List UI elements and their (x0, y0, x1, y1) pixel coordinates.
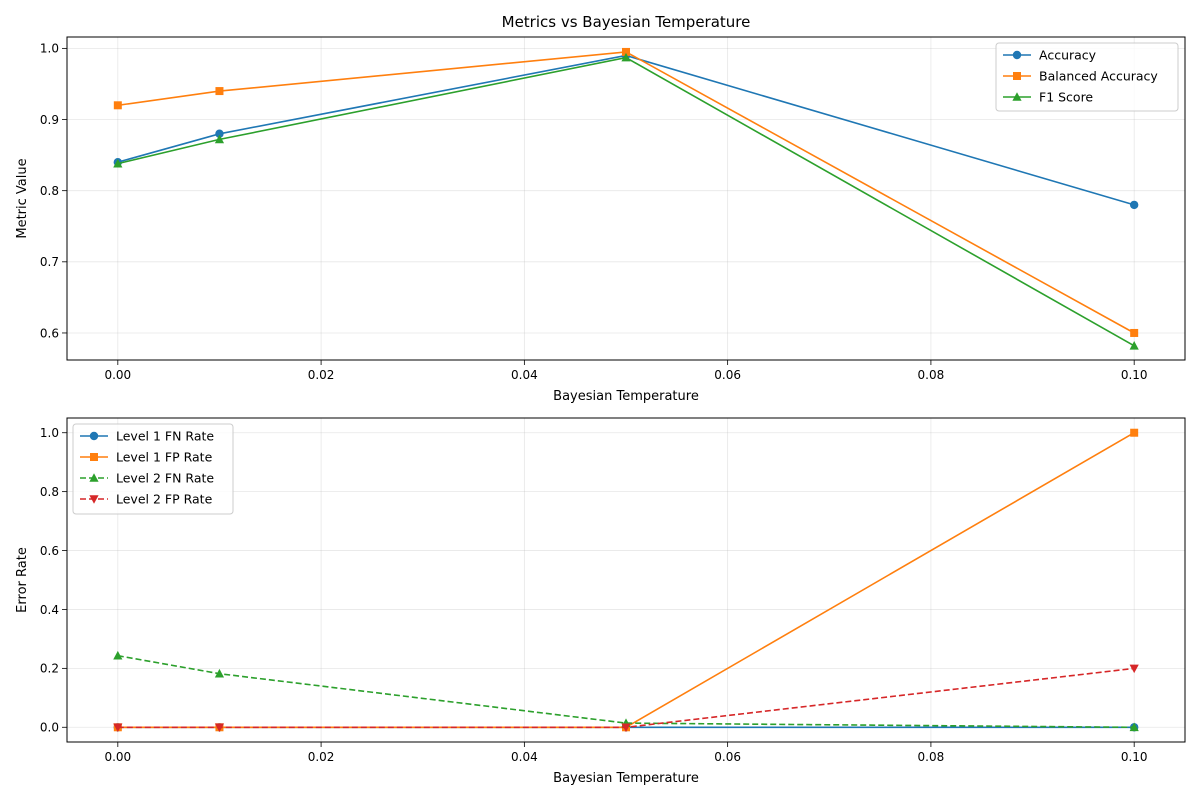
legend-entry: Level 1 FP Rate (80, 450, 213, 465)
y-tick-label: 0.9 (40, 113, 59, 127)
data-point (113, 158, 123, 168)
y-tick-label: 0.8 (40, 184, 59, 198)
y-tick-label: 1.0 (40, 42, 59, 56)
series-balanced-accuracy (113, 47, 1139, 337)
error-rate-chart-legend: Level 1 FN Rate Level 1 FP Rate Level 2 FN… (72, 423, 234, 515)
legend-entry: Accuracy (1003, 48, 1097, 63)
legend-label: Level 2 FN Rate (116, 471, 214, 486)
y-tick-label: 0.7 (40, 255, 59, 269)
error-rate-chart-xlabel: Bayesian Temperature (553, 771, 699, 786)
data-point (215, 87, 224, 96)
legend-entry: F1 Score (1003, 90, 1093, 105)
legend-entry: Level 2 FN Rate (80, 471, 214, 486)
x-tick-label: 0.02 (308, 368, 335, 382)
legend-swatch-marker (1013, 72, 1021, 80)
data-point (215, 129, 224, 138)
y-tick-label: 0.4 (40, 603, 59, 617)
legend-entry: Balanced Accuracy (1003, 69, 1158, 84)
data-point (1129, 664, 1139, 674)
metrics-chart-legend: Accuracy Balanced Accuracy F1 Score (995, 42, 1179, 112)
metrics-chart-series (113, 47, 1139, 350)
legend-label: Level 1 FN Rate (116, 429, 214, 444)
y-tick-label: 0.6 (40, 326, 59, 340)
x-tick-label: 0.10 (1121, 750, 1148, 764)
x-tick-label: 0.08 (918, 750, 945, 764)
legend-swatch-marker (89, 431, 99, 441)
legend-box (72, 423, 234, 515)
legend-label: Level 1 FP Rate (116, 450, 213, 465)
data-point (214, 668, 225, 678)
legend-label: Balanced Accuracy (1039, 69, 1158, 84)
legend-swatch-marker (1012, 92, 1022, 101)
data-point (1129, 340, 1139, 350)
data-point (1129, 200, 1139, 210)
metrics-chart-ticks: 0.00 0.02 0.04 0.06 0.08 0.10 0.6 0.7 0.8 0.9 1.0 (40, 42, 1148, 382)
legend-swatch-marker (90, 453, 98, 461)
series-line (117, 54, 1135, 206)
data-point (621, 52, 631, 62)
y-tick-label: 0.6 (40, 544, 59, 558)
series-line (117, 654, 1135, 729)
data-point (214, 134, 225, 144)
x-tick-label: 0.06 (714, 368, 741, 382)
x-tick-label: 0.00 (104, 368, 131, 382)
x-tick-label: 0.08 (918, 368, 945, 382)
series-level-2-fp-rate (113, 664, 1139, 733)
data-point (214, 723, 225, 733)
error-rate-chart-ticks: 0.00 0.02 0.04 0.06 0.08 0.10 0.0 0.2 0.4 0.6 0.8 1… (40, 426, 1148, 764)
data-point (113, 101, 122, 110)
error-rate-chart-series (113, 428, 1139, 733)
y-tick-label: 1.0 (40, 426, 59, 440)
legend-swatch-marker (89, 495, 99, 504)
data-point (113, 650, 123, 660)
legend-label: Accuracy (1039, 48, 1097, 63)
x-tick-label: 0.10 (1121, 368, 1148, 382)
error-rate-chart: 0.00 0.02 0.04 0.06 0.08 0.10 0.0 0.2 0.4 0.6 0.8 1… (15, 417, 1186, 786)
metrics-chart-ylabel: Metric Value (15, 158, 30, 238)
error-rate-chart-grid (67, 418, 1185, 742)
series-line (117, 56, 1135, 347)
x-tick-label: 0.04 (511, 368, 538, 382)
legend-entry: Level 2 FP Rate (80, 492, 213, 507)
metrics-chart-frame (66, 36, 1186, 361)
y-tick-label: 0.0 (40, 721, 59, 735)
metrics-chart: Metrics vs Bayesian Temperature 0.00 0.02… (15, 13, 1186, 404)
legend-label: F1 Score (1039, 90, 1093, 105)
error-rate-chart-ylabel: Error Rate (15, 547, 30, 613)
data-point (1130, 428, 1139, 437)
legend-swatch-marker (1012, 50, 1022, 60)
metrics-chart-title: Metrics vs Bayesian Temperature (502, 13, 751, 31)
series-line (117, 667, 1135, 729)
x-tick-label: 0.00 (104, 750, 131, 764)
data-point (621, 723, 631, 733)
legend-swatch-marker (89, 473, 99, 482)
y-tick-label: 0.8 (40, 485, 59, 499)
data-point (622, 47, 630, 56)
x-tick-label: 0.02 (308, 750, 335, 764)
series-line (117, 51, 1135, 334)
metrics-chart-grid (67, 37, 1185, 360)
x-tick-label: 0.04 (511, 750, 538, 764)
error-rate-chart-frame (66, 417, 1186, 743)
data-point (1129, 722, 1139, 732)
series-f1-score (113, 52, 1139, 350)
y-tick-label: 0.2 (40, 662, 59, 676)
data-point (1130, 328, 1139, 337)
metrics-chart-xlabel: Bayesian Temperature (553, 389, 699, 404)
legend-label: Level 2 FP Rate (116, 492, 213, 507)
legend-box (995, 42, 1179, 112)
x-tick-label: 0.06 (714, 750, 741, 764)
data-point (113, 723, 123, 733)
legend-entry: Level 1 FN Rate (80, 429, 214, 444)
